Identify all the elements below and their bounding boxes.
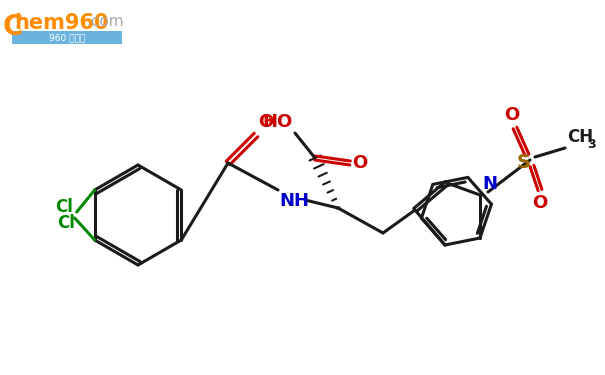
Text: N: N: [482, 175, 497, 193]
Text: S: S: [517, 153, 531, 171]
Text: .com: .com: [86, 14, 123, 29]
Text: CH: CH: [567, 128, 593, 146]
Text: hem960: hem960: [14, 13, 108, 33]
Text: 3: 3: [587, 138, 596, 151]
Text: O: O: [258, 113, 273, 131]
Bar: [12, 31, 122, 44]
Text: 960 化工网: 960 化工网: [49, 33, 85, 42]
Text: Cl: Cl: [55, 198, 73, 216]
Text: O: O: [505, 106, 520, 124]
Text: C: C: [3, 13, 24, 41]
Text: O: O: [352, 154, 367, 172]
Text: HO: HO: [263, 113, 293, 131]
Text: Cl: Cl: [57, 214, 74, 232]
Text: NH: NH: [279, 192, 309, 210]
Text: O: O: [532, 194, 548, 212]
